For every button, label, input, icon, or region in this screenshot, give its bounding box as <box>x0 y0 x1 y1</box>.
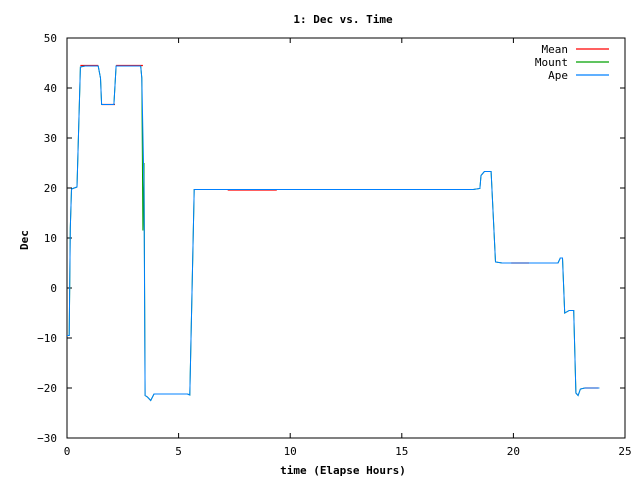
y-tick-label: −30 <box>37 432 57 445</box>
y-tick-label: 30 <box>44 132 57 145</box>
series-mount-line <box>67 65 600 402</box>
y-tick-label: 10 <box>44 232 57 245</box>
series-ape-line <box>67 65 600 402</box>
x-tick-label: 15 <box>395 445 408 458</box>
y-tick-label: −20 <box>37 382 57 395</box>
y-axis: −30 −20 −10 0 10 20 30 40 50 <box>37 32 625 445</box>
y-tick-label: 40 <box>44 82 57 95</box>
y-tick-label: 50 <box>44 32 57 45</box>
legend-mount-label: Mount <box>535 56 568 69</box>
y-tick-label: −10 <box>37 332 57 345</box>
legend-mean-label: Mean <box>542 43 569 56</box>
legend-ape-label: Ape <box>548 69 568 82</box>
y-axis-title: Dec <box>18 230 31 250</box>
chart-title: 1: Dec vs. Time <box>293 13 393 26</box>
x-tick-label: 10 <box>284 445 297 458</box>
x-tick-label: 0 <box>64 445 71 458</box>
x-axis: 0 5 10 15 20 25 <box>64 38 632 458</box>
y-tick-label: 0 <box>50 282 57 295</box>
x-tick-label: 25 <box>618 445 631 458</box>
x-tick-label: 5 <box>175 445 182 458</box>
y-tick-label: 20 <box>44 182 57 195</box>
data-lines <box>67 64 600 402</box>
plot-frame <box>66 37 626 439</box>
x-tick-label: 20 <box>507 445 520 458</box>
x-axis-title: time (Elapse Hours) <box>280 464 406 477</box>
